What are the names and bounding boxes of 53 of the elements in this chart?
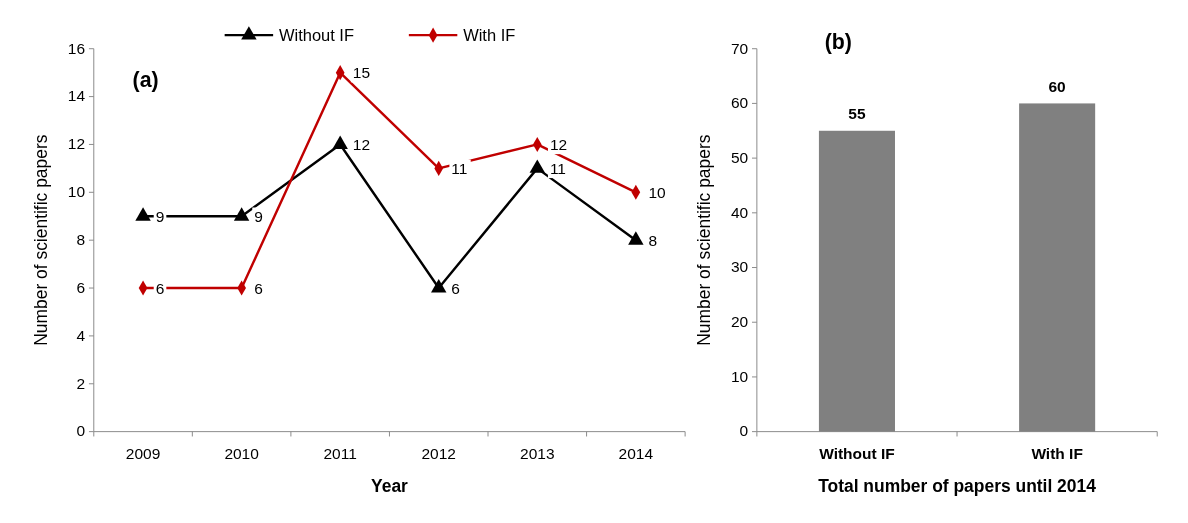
y-tick-label: 10 (730, 367, 749, 385)
data-label: 8 (648, 231, 658, 249)
y-tick-label: 40 (730, 203, 749, 221)
y-axis-title: Number of scientific papers (694, 134, 715, 346)
data-label: 12 (352, 136, 371, 154)
x-tick-label: 2012 (421, 444, 456, 462)
y-tick-label: 50 (730, 148, 749, 166)
x-axis-title: Year (371, 475, 409, 496)
x-tick-label: 2009 (125, 444, 161, 462)
data-label: 12 (549, 136, 568, 154)
data-label: 6 (254, 279, 263, 297)
data-label: 9 (254, 208, 263, 226)
point (135, 207, 151, 221)
legend-label: Without IF (278, 25, 354, 44)
annotation: (b) (824, 29, 852, 54)
y-tick-label: 70 (730, 39, 749, 57)
y-tick-label: 16 (67, 39, 86, 57)
y-tick-label: 60 (730, 94, 749, 112)
point (628, 231, 644, 245)
y-tick-label: 0 (739, 422, 749, 440)
y-tick-label: 20 (730, 313, 749, 331)
y-tick-label: 0 (76, 422, 86, 440)
y-tick-label: 10 (67, 183, 86, 201)
y-tick-label: 14 (67, 87, 86, 105)
y-tick-label: 2 (76, 374, 86, 392)
point (233, 207, 250, 221)
y-tick-label: 4 (76, 326, 86, 344)
data-label: 9 (155, 208, 165, 226)
y-axis-title: Number of scientific papers (31, 134, 52, 346)
point (332, 135, 348, 149)
data-label: 6 (155, 279, 165, 297)
y-tick-label: 6 (76, 278, 86, 296)
data-label: 11 (451, 160, 468, 178)
legend-label: With IF (463, 25, 516, 44)
x-axis-title: Total number of papers until 2014 (818, 475, 1097, 496)
x-tick-label: 2011 (323, 444, 357, 462)
data-label: 10 (648, 184, 667, 202)
data-label: 60 (1048, 77, 1066, 95)
y-tick-label: 30 (730, 258, 749, 276)
annotation: (a) (132, 68, 159, 93)
x-tick-label: 2013 (520, 444, 555, 462)
x-tick-label: 2014 (618, 444, 654, 462)
point (431, 279, 447, 293)
data-label: 15 (352, 64, 371, 82)
data-label: 55 (848, 105, 866, 123)
y-tick-label: 12 (67, 135, 86, 153)
x-tick-label: Without IF (819, 444, 895, 462)
point (529, 159, 546, 173)
x-tick-label: With IF (1031, 444, 1083, 462)
y-tick-label: 8 (76, 231, 86, 249)
data-label: 6 (451, 279, 460, 297)
x-tick-label: 2010 (224, 444, 260, 462)
data-label: 11 (549, 160, 566, 178)
